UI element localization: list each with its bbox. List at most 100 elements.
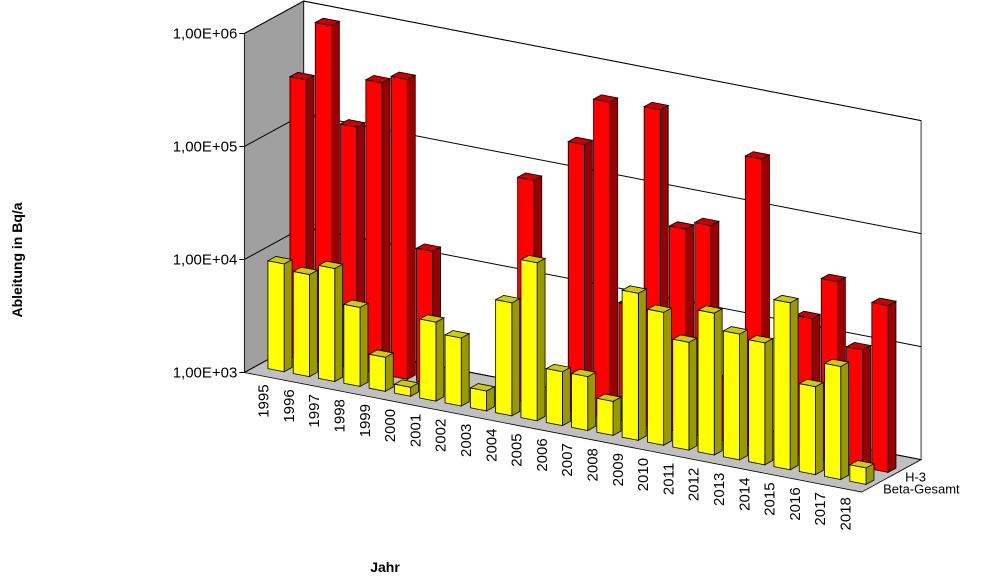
bar bbox=[519, 254, 547, 422]
bar-top bbox=[545, 363, 572, 373]
grid-line bbox=[244, 0, 922, 122]
x-tick-label: 2000 bbox=[382, 409, 399, 442]
bar-top bbox=[870, 297, 898, 306]
bar-front bbox=[292, 270, 310, 378]
bar-top bbox=[317, 260, 344, 269]
bar-front bbox=[469, 387, 487, 412]
bar bbox=[696, 305, 724, 456]
bar-front bbox=[697, 309, 715, 456]
bar-front bbox=[343, 303, 361, 387]
bar-side bbox=[381, 77, 391, 376]
bar-top bbox=[794, 310, 822, 320]
bar-front bbox=[748, 339, 766, 466]
bar bbox=[389, 71, 417, 381]
bar-top bbox=[646, 304, 673, 313]
bar-top bbox=[642, 101, 670, 111]
x-tick-label: 2014 bbox=[736, 478, 753, 511]
bar-front bbox=[495, 299, 513, 417]
bar-top bbox=[570, 368, 597, 378]
y-tick-label: 1,00E+06 bbox=[173, 25, 238, 42]
bar-side bbox=[637, 288, 647, 442]
x-tick-label: 2006 bbox=[534, 438, 551, 471]
bar-top bbox=[469, 383, 496, 392]
x-tick-label: 1998 bbox=[332, 399, 349, 432]
bar-side bbox=[609, 97, 619, 420]
bar bbox=[848, 460, 876, 486]
bar-top bbox=[393, 379, 420, 388]
bar-front bbox=[593, 98, 611, 420]
bar-side bbox=[840, 361, 850, 481]
bar-front bbox=[368, 353, 386, 392]
bar-top bbox=[519, 254, 547, 264]
bar-top bbox=[364, 75, 392, 84]
x-tick-label: 2012 bbox=[686, 468, 703, 501]
x-tick-label: 2017 bbox=[812, 492, 829, 525]
x-tick-label: 1999 bbox=[357, 404, 374, 437]
bar bbox=[747, 335, 774, 466]
bar-front bbox=[520, 259, 538, 422]
x-tick-label: 2003 bbox=[458, 424, 475, 457]
bar-top bbox=[314, 17, 341, 27]
bar-side bbox=[384, 352, 394, 393]
bar bbox=[545, 363, 572, 427]
bar-top bbox=[292, 266, 319, 275]
x-tick-label: 2007 bbox=[559, 443, 576, 476]
bar-top bbox=[744, 151, 771, 160]
bar-top bbox=[823, 358, 850, 367]
bar-front bbox=[647, 308, 665, 446]
x-tick-label: 2015 bbox=[762, 482, 779, 515]
bar-side bbox=[887, 300, 897, 474]
bar-side bbox=[587, 371, 597, 432]
bar bbox=[798, 378, 825, 476]
bar-front bbox=[545, 368, 563, 427]
bar-side bbox=[688, 337, 698, 451]
bar bbox=[443, 330, 471, 407]
bar-top bbox=[848, 460, 876, 469]
bar-top bbox=[671, 334, 699, 343]
bar bbox=[494, 294, 521, 417]
bar-top bbox=[592, 94, 619, 103]
bar-top bbox=[567, 136, 594, 146]
bar bbox=[418, 314, 446, 402]
x-tick-label: 1997 bbox=[306, 394, 323, 427]
bar-side bbox=[562, 366, 571, 427]
y-axis-title: Ableitung in Bq/a bbox=[9, 202, 25, 317]
bar-top bbox=[620, 285, 648, 294]
bar bbox=[292, 266, 319, 378]
x-tick-label: 2004 bbox=[483, 429, 500, 462]
bar-top bbox=[415, 243, 442, 252]
series-label: Beta-Gesamt bbox=[883, 482, 960, 497]
bar-top bbox=[747, 335, 774, 344]
bar bbox=[823, 358, 850, 481]
bar-side bbox=[334, 263, 344, 383]
bar-side bbox=[406, 74, 416, 381]
bar-top bbox=[696, 305, 724, 314]
bar-side bbox=[359, 302, 369, 388]
bar-side bbox=[764, 337, 774, 466]
bar-top bbox=[443, 330, 471, 339]
bar-top bbox=[342, 299, 370, 308]
bar-front bbox=[596, 397, 614, 436]
bar-top bbox=[389, 71, 417, 80]
x-tick-label: 2008 bbox=[585, 448, 602, 481]
bar-side bbox=[460, 333, 470, 407]
bar-side bbox=[612, 396, 622, 437]
bar bbox=[367, 349, 395, 393]
x-tick-label: 2013 bbox=[711, 473, 728, 506]
bar-front bbox=[773, 299, 791, 471]
bar bbox=[722, 326, 749, 461]
bar-front bbox=[871, 301, 889, 473]
x-tick-label: 2001 bbox=[407, 414, 424, 447]
bar-top bbox=[288, 71, 316, 81]
bar-front bbox=[824, 362, 842, 481]
bar bbox=[592, 94, 619, 420]
bar-top bbox=[845, 341, 872, 351]
bar-front bbox=[621, 289, 639, 441]
bar-front bbox=[419, 318, 437, 402]
bar-side bbox=[739, 329, 748, 461]
bar-top bbox=[494, 294, 521, 304]
bar bbox=[393, 379, 420, 397]
bar-side bbox=[862, 344, 872, 469]
y-tick-label: 1,00E+03 bbox=[173, 364, 238, 381]
